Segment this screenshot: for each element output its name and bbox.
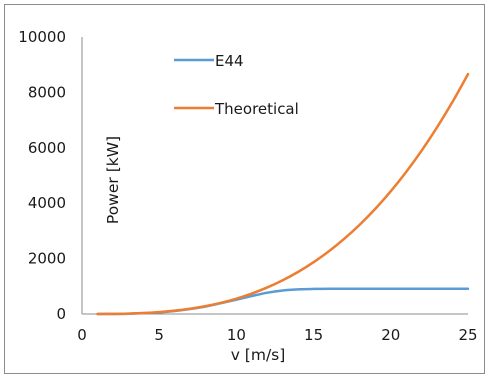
x-tick-label: 5 [154,326,164,344]
x-tick-label: 10 [227,326,246,344]
y-tick-label: 0 [56,305,66,323]
series-line-theoretical [96,72,470,316]
y-tick-label: 10000 [18,28,66,46]
legend: E44 Theoretical [174,52,299,118]
y-tick-label: 4000 [28,194,66,212]
chart-frame [4,4,485,374]
series-lines [96,72,470,316]
x-tick-label: 20 [381,326,400,344]
y-tick-label: 2000 [28,250,66,268]
x-tick-labels: 0 5 10 15 20 25 [77,326,477,344]
x-tick-label: 0 [77,326,87,344]
x-tick-label: 15 [304,326,323,344]
legend-label-e44: E44 [215,52,244,70]
legend-label-theoretical: Theoretical [214,100,299,118]
series-line-e44 [96,287,470,316]
x-axis-label: v [m/s] [231,346,286,364]
y-axis-label: Power [kW] [104,136,122,224]
axes [81,37,468,315]
y-tick-label: 8000 [28,83,66,101]
y-tick-label: 6000 [28,139,66,157]
x-tick-label: 25 [458,326,477,344]
y-tick-labels: 0 2000 4000 6000 8000 10000 [18,28,66,323]
